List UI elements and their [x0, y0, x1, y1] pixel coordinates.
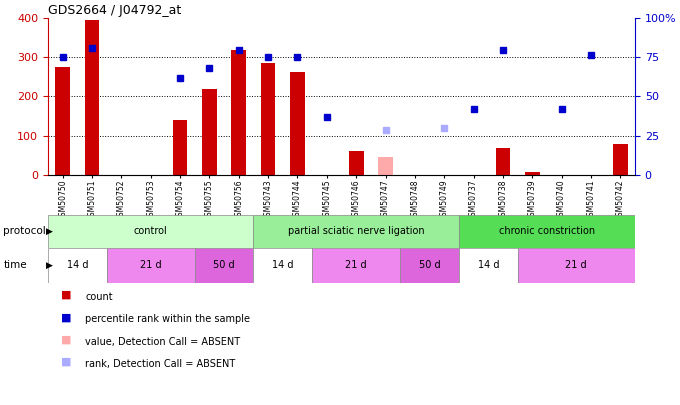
Bar — [349, 151, 364, 175]
Text: percentile rank within the sample: percentile rank within the sample — [85, 314, 250, 324]
Bar — [496, 148, 510, 175]
Text: 50 d: 50 d — [419, 260, 441, 271]
Text: 14 d: 14 d — [272, 260, 294, 271]
Text: GDS2664 / J04792_at: GDS2664 / J04792_at — [48, 4, 182, 17]
Bar — [525, 172, 540, 175]
Text: 14 d: 14 d — [477, 260, 499, 271]
Bar — [261, 63, 275, 175]
Bar — [107, 248, 194, 283]
Bar — [231, 50, 246, 175]
Text: ▶: ▶ — [46, 261, 53, 270]
Text: protocol: protocol — [3, 226, 46, 237]
Bar — [55, 67, 70, 175]
Bar — [401, 248, 459, 283]
Bar — [48, 215, 254, 248]
Text: ■: ■ — [61, 290, 71, 300]
Bar — [254, 248, 312, 283]
Text: 14 d: 14 d — [67, 260, 88, 271]
Text: 21 d: 21 d — [566, 260, 587, 271]
Text: partial sciatic nerve ligation: partial sciatic nerve ligation — [288, 226, 424, 237]
Text: ▶: ▶ — [46, 227, 53, 236]
Bar — [194, 248, 254, 283]
Bar — [290, 72, 305, 175]
Text: 21 d: 21 d — [345, 260, 367, 271]
Bar — [378, 157, 393, 175]
Bar — [202, 89, 217, 175]
Bar — [85, 20, 99, 175]
Text: value, Detection Call = ABSENT: value, Detection Call = ABSENT — [85, 337, 240, 347]
Text: ■: ■ — [61, 335, 71, 345]
Text: chronic constriction: chronic constriction — [499, 226, 595, 237]
Bar — [459, 248, 517, 283]
Text: count: count — [85, 292, 113, 302]
Bar — [459, 215, 635, 248]
Bar — [254, 215, 459, 248]
Text: rank, Detection Call = ABSENT: rank, Detection Call = ABSENT — [85, 359, 235, 369]
Text: ■: ■ — [61, 312, 71, 322]
Text: time: time — [3, 260, 27, 271]
Text: 50 d: 50 d — [214, 260, 235, 271]
Text: control: control — [134, 226, 167, 237]
Bar — [613, 145, 628, 175]
Text: 21 d: 21 d — [140, 260, 162, 271]
Text: ■: ■ — [61, 357, 71, 367]
Bar — [173, 120, 188, 175]
Bar — [517, 248, 635, 283]
Bar — [48, 248, 107, 283]
Bar — [312, 248, 401, 283]
